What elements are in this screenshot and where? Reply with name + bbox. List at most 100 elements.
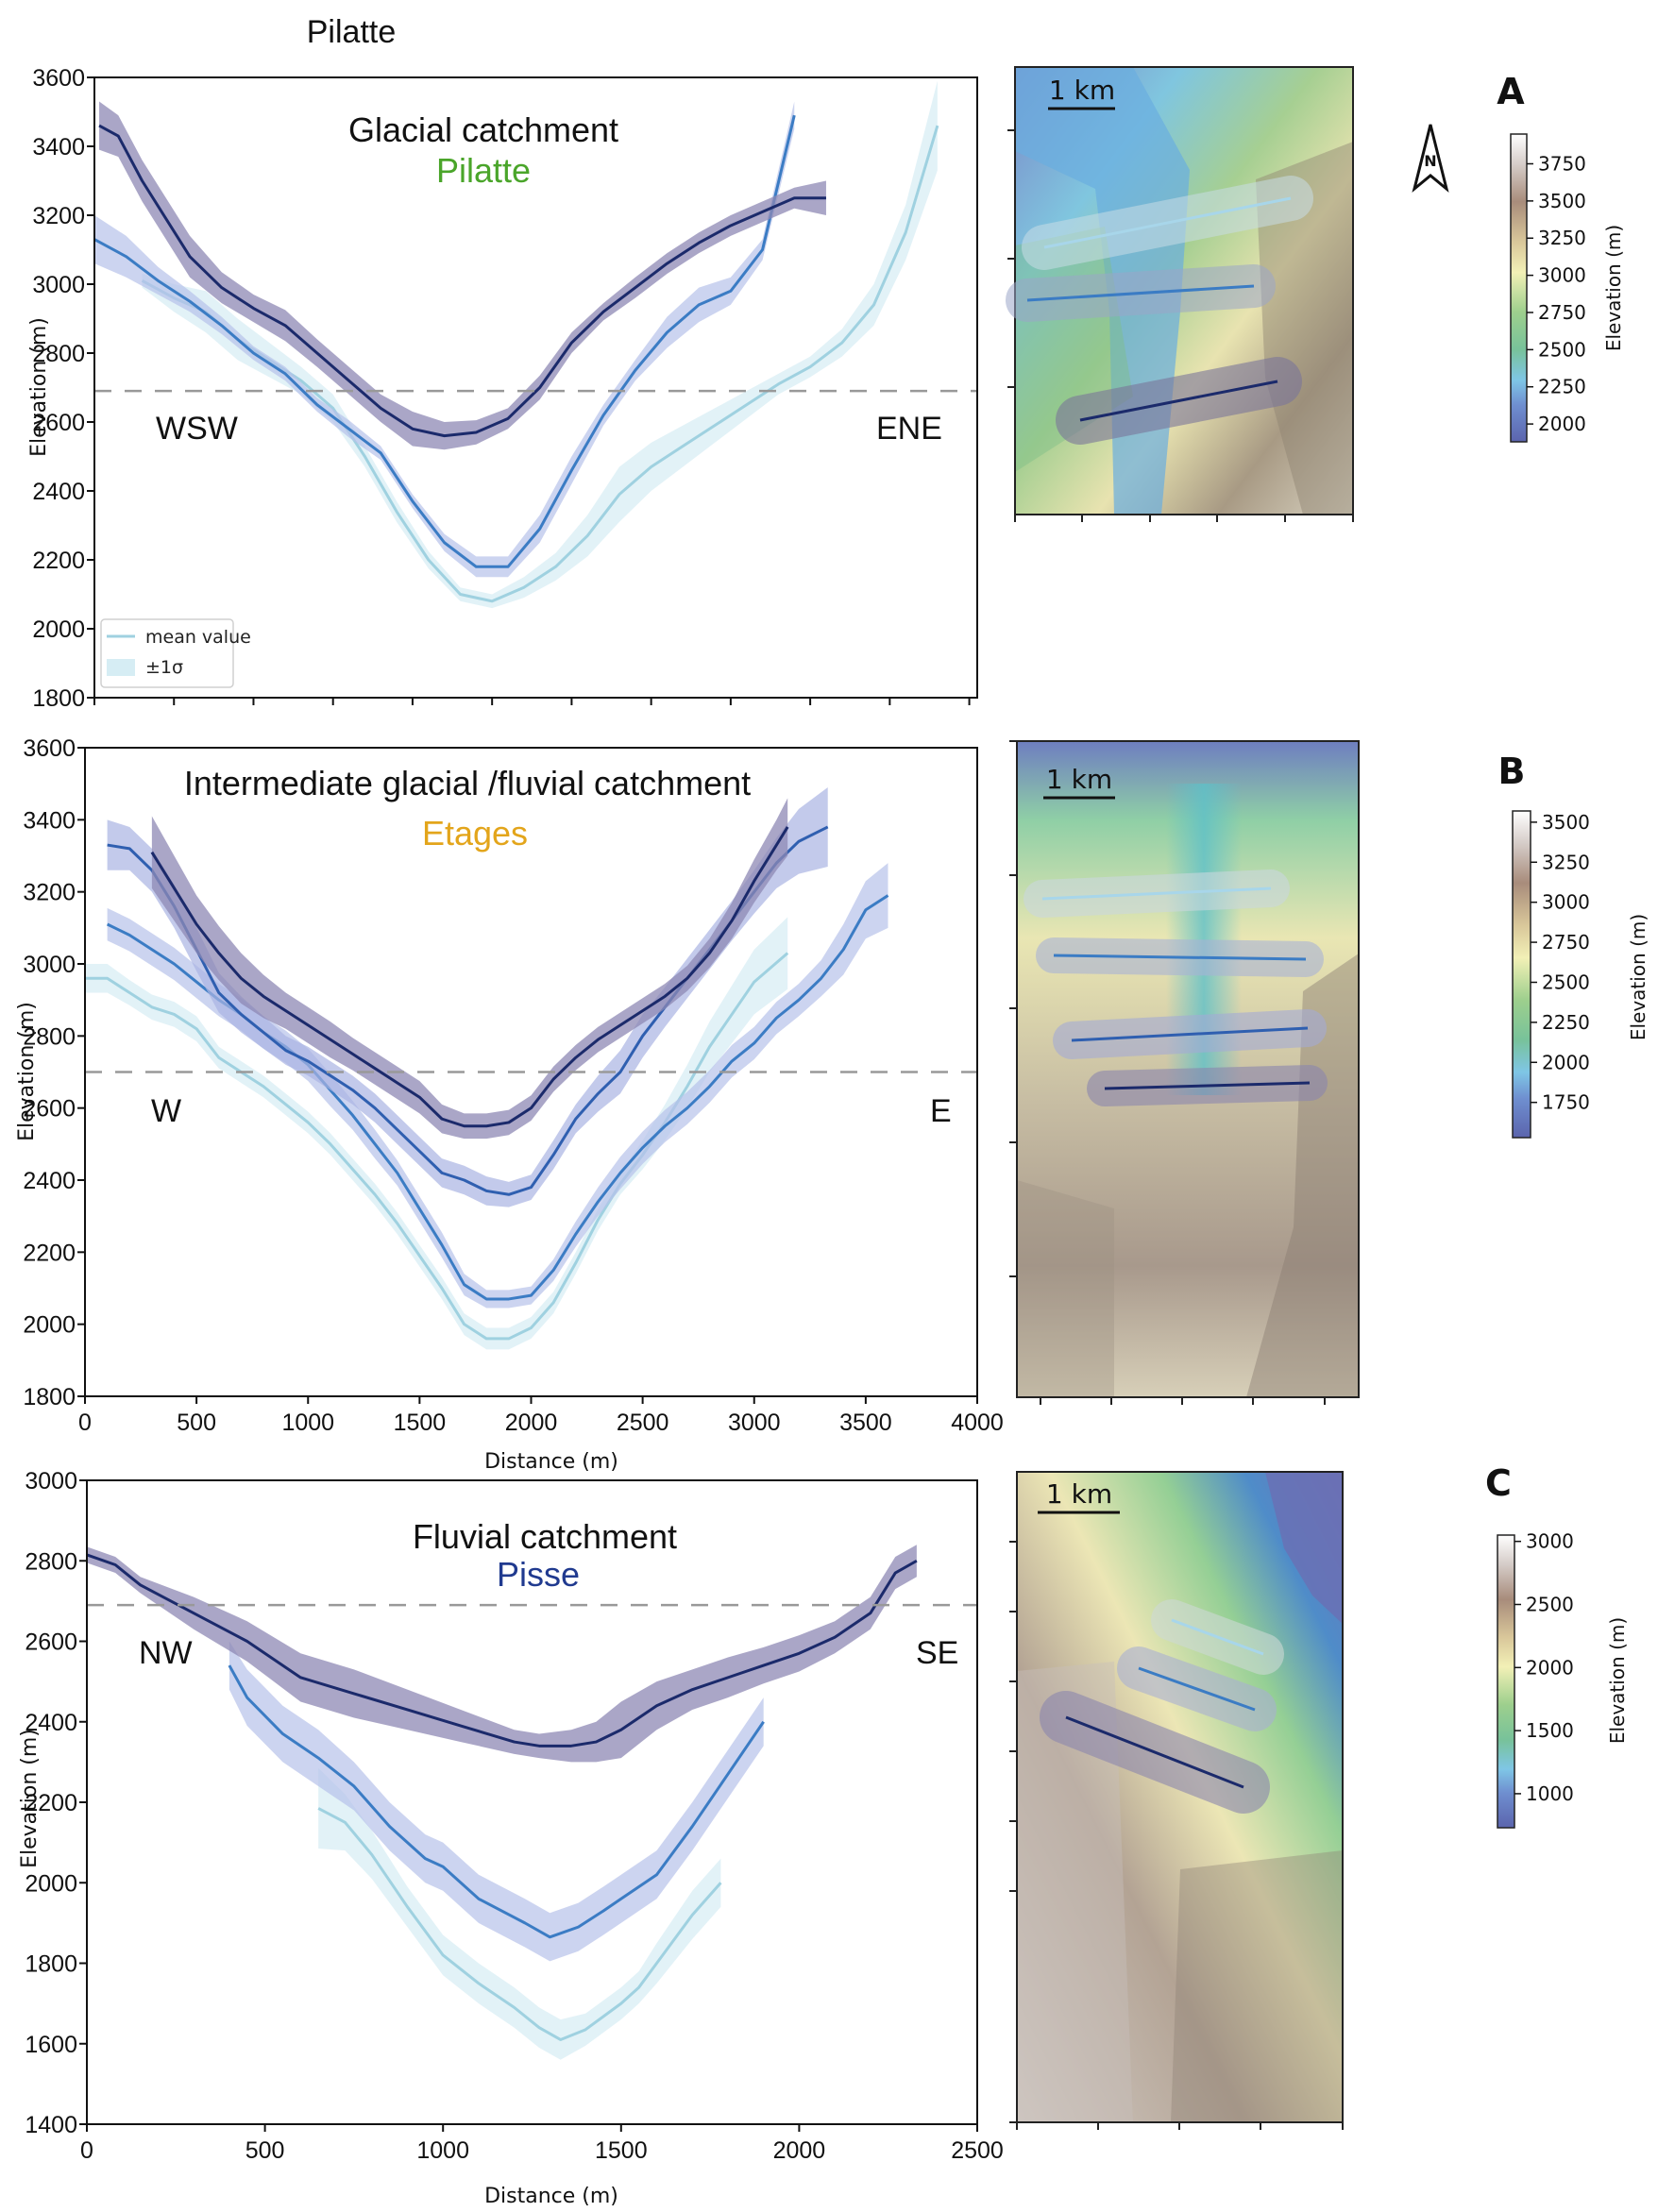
- colorbar-tick-label: 3250: [1538, 227, 1586, 249]
- x-tick-label: 500: [245, 2137, 285, 2164]
- x-tick-label: 1000: [281, 1410, 334, 1436]
- sigma-band-profile-2: [94, 101, 795, 578]
- scale-bar-label: 1 km: [1046, 1478, 1112, 1510]
- y-tick-label: 3000: [23, 952, 76, 978]
- y-axis-label: Elevation (m): [15, 1002, 39, 1141]
- y-tick-label: 1400: [25, 2112, 77, 2138]
- y-tick-label: 3000: [32, 272, 85, 298]
- y-tick-label: 2000: [23, 1312, 76, 1339]
- colorbar-tick-label: 2000: [1538, 413, 1586, 435]
- catchment-name: Etages: [422, 814, 528, 853]
- colorbar-label: Elevation (m): [1606, 1617, 1629, 1744]
- colorbar-tick-label: 2250: [1538, 376, 1586, 398]
- colorbar-tick-label: 3500: [1542, 811, 1590, 834]
- legend-sigma: ±1σ: [145, 657, 183, 678]
- colorbar-tick-label: 2500: [1538, 338, 1586, 361]
- colorbar-tick-label: 2000: [1526, 1656, 1574, 1679]
- y-tick-label: 3400: [32, 134, 85, 160]
- ridge-shade: [1256, 142, 1353, 515]
- north-arrow-icon: N: [1412, 124, 1449, 194]
- transect-swath-2: [1036, 937, 1324, 977]
- y-tick-label: 2000: [25, 1870, 77, 1897]
- river-valley: [1265, 1472, 1343, 1624]
- sigma-band-profile-2: [228, 1641, 764, 1962]
- mean-line-profile-2: [94, 114, 796, 568]
- y-tick-label: 1800: [23, 1384, 76, 1410]
- colorbar-gradient: [1497, 1534, 1515, 1829]
- x-tick-label: 4000: [951, 1410, 1004, 1436]
- x-axis-label: Distance (m): [484, 2185, 618, 2208]
- y-tick-label: 1800: [25, 1951, 77, 1978]
- sigma-band-profile-2: [107, 863, 888, 1309]
- colorbar-tick-label: 3250: [1542, 851, 1590, 873]
- legend-mean-value: mean value: [145, 627, 251, 648]
- transect-swath-4: [1087, 1065, 1328, 1106]
- legend: mean value ±1σ: [100, 618, 251, 688]
- transect-swath-1: [1022, 176, 1313, 270]
- catchment-title: Intermediate glacial /fluvial catchment: [184, 764, 751, 802]
- map-axis-ticks: [1009, 1541, 1344, 2130]
- y-tick-label: 2800: [32, 341, 85, 367]
- colorbar-tick-label: 2250: [1542, 1011, 1590, 1034]
- transect-swath-3: [1056, 357, 1302, 445]
- y-tick-label: 2200: [32, 548, 85, 574]
- colorbar-label: Elevation (m): [1602, 225, 1625, 351]
- colorbar-tick-label: 3000: [1542, 891, 1590, 914]
- direction-right: SE: [916, 1635, 958, 1671]
- map-panel-b: 1 km B 3500 3250 3000 2750 2500 2250 2000 1750 …: [1009, 740, 1650, 1405]
- y-tick-label: 2600: [23, 1096, 76, 1123]
- y-tick-label: 3600: [32, 65, 85, 92]
- transect-swath-3: [1053, 1009, 1327, 1059]
- y-tick-label: 2200: [25, 1790, 77, 1816]
- x-tick-label: 2000: [505, 1410, 558, 1436]
- y-tick-label: 2600: [25, 1629, 77, 1656]
- x-tick-label: 1500: [394, 1410, 447, 1436]
- map-frame: [1016, 740, 1360, 1398]
- y-tick-label: 2600: [32, 410, 85, 436]
- colorbar-tick-label: 2500: [1526, 1593, 1574, 1615]
- map-axis-ticks: [1007, 129, 1354, 522]
- colorbar-tick-label: 1500: [1526, 1719, 1574, 1742]
- ridge-shade: [1171, 1850, 1343, 2122]
- x-tick-label: 1000: [416, 2137, 469, 2164]
- y-tick-label: 3200: [32, 203, 85, 229]
- y-tick-label: 3000: [25, 1468, 77, 1494]
- x-tick-label: 2000: [773, 2137, 826, 2164]
- y-tick-label: 2400: [25, 1710, 77, 1736]
- chart-panel-a: 1800 2000 2200 2400 2600 2800 3000 3200 3400 3600…: [27, 65, 978, 712]
- map-axis-ticks: [1009, 740, 1326, 1405]
- x-tick-label: 2500: [951, 2137, 1004, 2164]
- mean-line-profile-3: [98, 124, 826, 438]
- colorbar-tick-label: 3000: [1526, 1530, 1574, 1553]
- y-tick-label: 2800: [23, 1023, 76, 1050]
- catchment-name: Pisse: [497, 1555, 580, 1594]
- mean-line-profile-3: [87, 1553, 918, 1748]
- chart-panel-c: 1400 1600 1800 2000 2200 2400 2600 2800 3000 0 500…: [18, 1468, 1004, 2208]
- colorbar-tick-label: 2000: [1542, 1051, 1590, 1073]
- chart-panel-b: 1800 2000 2200 2400 2600 2800 3000 3200 3400 3600…: [15, 735, 1004, 1474]
- sigma-band-profile-3: [107, 786, 828, 1207]
- scale-bar-label: 1 km: [1049, 75, 1115, 106]
- direction-right: ENE: [876, 411, 942, 447]
- sigma-band-profile-3: [87, 1545, 917, 1763]
- series-layer-a: [94, 80, 939, 609]
- map-panel-c: 1 km C 3000 2500 2000 1500 1000 Elevation (m…: [1009, 1462, 1629, 2130]
- x-tick-label: 3500: [839, 1410, 892, 1436]
- y-tick-label: 2400: [32, 479, 85, 505]
- colorbar-tick-label: 2750: [1542, 931, 1590, 954]
- ridge-shade: [1246, 954, 1359, 1397]
- axis-ticks-a: 1800 2000 2200 2400 2600 2800 3000 3200 3400 3600: [32, 65, 971, 712]
- catchment-title: Glacial catchment: [348, 110, 618, 149]
- axis-ticks-c: 1400 1600 1800 2000 2200 2400 2600 2800 3000 0 500…: [25, 1468, 1003, 2164]
- transect-swath-1: [1024, 870, 1290, 918]
- y-tick-label: 2200: [23, 1240, 76, 1266]
- y-tick-label: 2400: [23, 1168, 76, 1194]
- scale-bar-label: 1 km: [1046, 764, 1112, 795]
- y-axis-label: Elevation (m): [18, 1729, 42, 1868]
- transect-swath-3: [1040, 1691, 1270, 1814]
- axes-box: [93, 76, 978, 699]
- series-layer-b: [85, 786, 889, 1350]
- y-axis-label: Elevation (m): [27, 317, 51, 457]
- panel-letter-a: A: [1497, 71, 1525, 112]
